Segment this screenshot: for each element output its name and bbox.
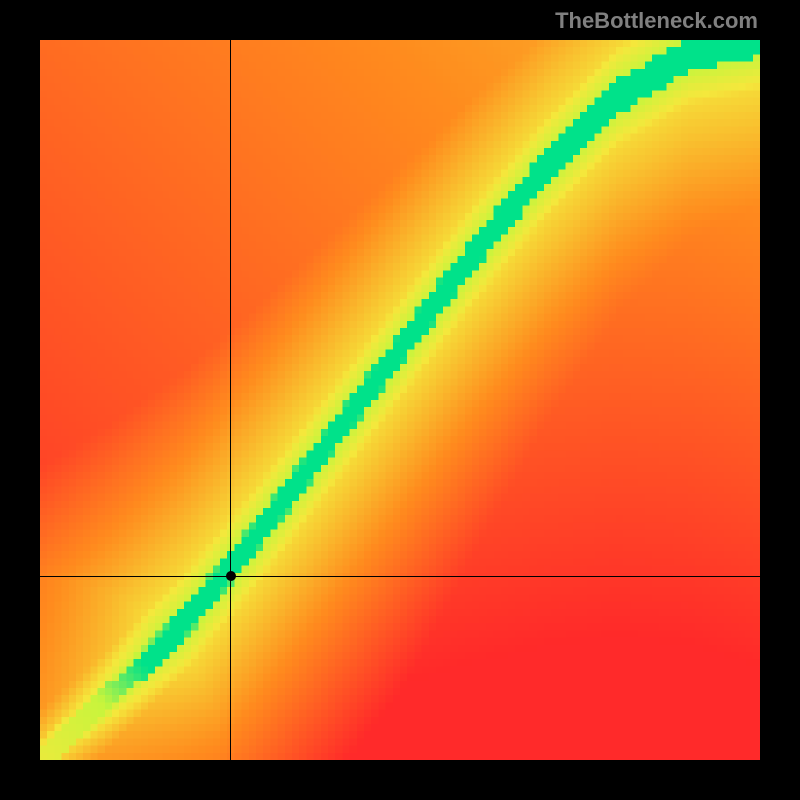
chart-container: { "watermark": { "text": "TheBottleneck.… [0,0,800,800]
crosshair-vertical [230,40,231,760]
crosshair-horizontal [40,576,760,577]
crosshair-marker [226,571,236,581]
watermark-text: TheBottleneck.com [555,8,758,34]
bottleneck-heatmap [40,40,760,760]
